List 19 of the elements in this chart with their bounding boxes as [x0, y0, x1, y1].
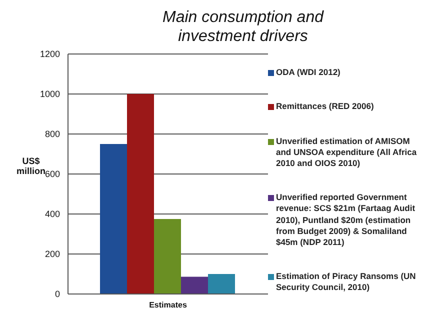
y-tick-label: 1200 [40, 49, 60, 60]
bar [181, 276, 208, 294]
chart-title: Main consumption and investment drivers [162, 8, 325, 46]
bar [208, 274, 235, 294]
y-tick-label: 1000 [40, 89, 60, 100]
legend-label: Unverified reported Government revenue: SCS $21m (Fartaag Audit 2010), Puntland $20m (estimation from Budget 2009) & Somaliland $45m (NDP 2011) [276, 192, 416, 248]
bar [100, 144, 127, 294]
legend-label: Estimation of Piracy Ransoms (UN Security Council, 2010) [276, 271, 417, 294]
y-tick-label: 200 [44, 249, 60, 260]
legend-label: Unverified estimation of AMISOM and UNSOA expenditure (All Africa 2010 and OIOS 2010) [276, 136, 418, 169]
y-tick-label: 0 [54, 289, 60, 300]
legend-label: Remittances (RED 2006) [276, 101, 374, 112]
y-tick-label: 400 [44, 209, 60, 220]
y-tick-label: 600 [44, 169, 60, 180]
bar [154, 219, 181, 294]
legend-label: ODA (WDI 2012) [276, 66, 340, 78]
y-tick-label: 800 [44, 129, 60, 140]
bar [127, 94, 154, 294]
x-tick-label: Estimates [149, 300, 188, 310]
